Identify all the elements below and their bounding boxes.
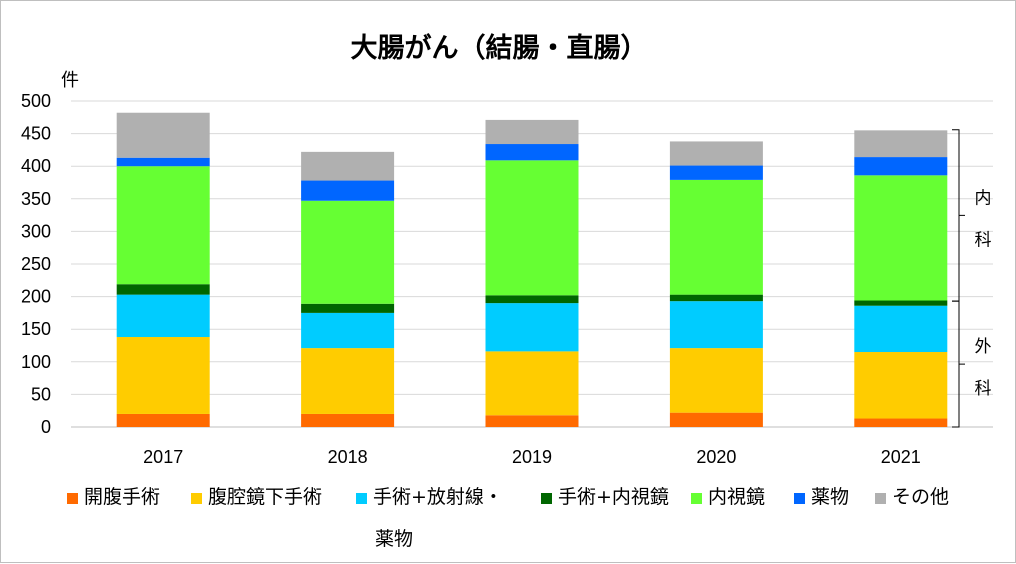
bar-segment [669, 294, 763, 302]
chart-title: 大腸がん（結腸・直腸） [351, 32, 648, 64]
legend-label: 手術+内視鏡 [558, 486, 669, 508]
bar-segment [116, 337, 210, 414]
x-tick-label: 2017 [143, 447, 183, 467]
bar-segment [301, 151, 395, 181]
bar-segment [669, 141, 763, 166]
bar-segment [669, 179, 763, 295]
bar-segment [854, 130, 948, 158]
bar-segment [669, 348, 763, 413]
x-tick-label: 2018 [328, 447, 368, 467]
y-tick-labels: 0 50 100 150 200 250 300 350 400 450 500 [21, 91, 51, 437]
bar-segment [116, 284, 210, 295]
y-tick-label: 500 [21, 91, 51, 111]
annotation-label: 外 [975, 337, 992, 357]
bar-segment [116, 166, 210, 285]
y-tick-label: 100 [21, 352, 51, 372]
y-tick-label: 450 [21, 124, 51, 144]
x-tick-label: 2019 [512, 447, 552, 467]
bar-segment [854, 175, 948, 301]
bar-segment [485, 303, 579, 352]
legend-swatch [67, 493, 78, 504]
bar-segment [301, 413, 395, 427]
x-tick-labels: 2017 2018 2019 2020 2021 [143, 447, 921, 467]
bar-segment [669, 412, 763, 427]
annotation-bracket [952, 129, 965, 302]
bar-segment [301, 312, 395, 349]
annotation-label: 科 [975, 379, 992, 399]
bar-segment [854, 157, 948, 176]
legend-label: 腹腔鏡下手術 [208, 486, 322, 508]
bar-segment [854, 418, 948, 427]
legend-label: 内視鏡 [708, 486, 765, 508]
x-tick-label: 2021 [881, 447, 921, 467]
bar-segment [485, 295, 579, 304]
y-axis-label: 件 [61, 70, 79, 91]
legend-swatch [794, 493, 805, 504]
bar-segment [301, 303, 395, 313]
legend-swatch [875, 493, 886, 504]
legend-label: 薬物 [811, 486, 849, 508]
bar-segment [669, 301, 763, 349]
bar-segment [485, 144, 579, 161]
legend-label: その他 [892, 486, 949, 508]
y-tick-label: 400 [21, 156, 51, 176]
bar-segment [669, 165, 763, 180]
bar-segment [301, 180, 395, 201]
annotation-label: 科 [975, 230, 992, 250]
y-tick-label: 0 [41, 417, 51, 437]
bar-segment [301, 200, 395, 304]
bar-segment [485, 160, 579, 296]
legend-swatch [356, 493, 367, 504]
bar-segment [854, 300, 948, 306]
y-tick-label: 350 [21, 189, 51, 209]
bar-segment [116, 157, 210, 167]
legend-swatch [691, 493, 702, 504]
bar-segment [116, 112, 210, 158]
legend-label: 開腹手術 [84, 486, 160, 508]
y-tick-label: 300 [21, 221, 51, 241]
bar-segment [116, 294, 210, 338]
y-tick-label: 250 [21, 254, 51, 274]
x-tick-label: 2020 [696, 447, 736, 467]
y-tick-label: 200 [21, 287, 51, 307]
y-tick-label: 150 [21, 319, 51, 339]
bar-segment [116, 413, 210, 427]
y-tick-label: 50 [31, 384, 51, 404]
bar-segment [485, 351, 579, 416]
bar-segment [301, 348, 395, 414]
bar-segment [485, 119, 579, 145]
annotation-label: 内 [975, 188, 992, 208]
legend-label-wrap: 薬物 [375, 528, 413, 550]
legend-swatch [541, 493, 552, 504]
bar-segment [854, 305, 948, 353]
legend-swatch [191, 493, 202, 504]
annotation-bracket [952, 300, 965, 428]
bars [116, 112, 948, 427]
legend-label: 手術+放射線・ [373, 486, 503, 508]
bar-segment [485, 415, 579, 427]
bar-segment [854, 352, 948, 419]
